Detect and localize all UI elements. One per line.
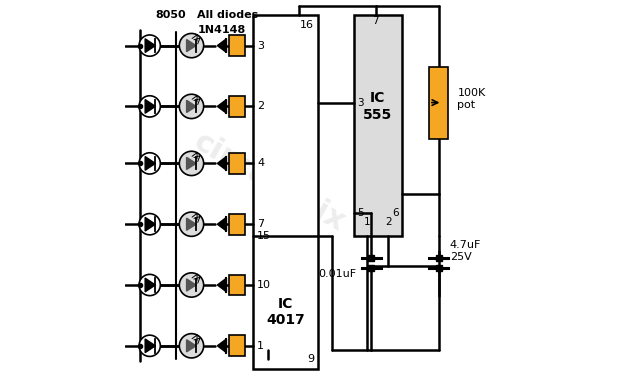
Text: 16: 16 [301, 20, 314, 30]
Polygon shape [186, 100, 196, 112]
Circle shape [180, 334, 203, 358]
Circle shape [139, 35, 161, 56]
Text: 9: 9 [307, 354, 314, 364]
Bar [354, 15, 402, 236]
Polygon shape [217, 339, 226, 353]
Bar [229, 153, 245, 174]
Bar [229, 96, 245, 117]
Text: 6: 6 [392, 208, 399, 218]
Polygon shape [145, 278, 156, 292]
Circle shape [139, 274, 161, 296]
Polygon shape [217, 217, 226, 231]
Polygon shape [217, 39, 226, 52]
Bar [229, 214, 245, 235]
Text: 4: 4 [257, 158, 265, 168]
Polygon shape [145, 100, 156, 113]
Text: IC
555: IC 555 [363, 91, 392, 122]
Text: 10: 10 [257, 280, 272, 290]
Text: 4.7uF
25V: 4.7uF 25V [450, 240, 481, 261]
Polygon shape [145, 217, 156, 231]
Text: 2: 2 [257, 101, 265, 111]
Polygon shape [145, 339, 156, 353]
Text: 1: 1 [364, 217, 370, 227]
Text: 7: 7 [372, 16, 379, 26]
Bar [229, 336, 245, 356]
Polygon shape [217, 100, 226, 113]
Text: 2: 2 [385, 217, 392, 227]
Polygon shape [145, 39, 156, 52]
Circle shape [139, 153, 161, 174]
Circle shape [139, 335, 161, 356]
Text: 1: 1 [257, 341, 264, 351]
Text: All diodes: All diodes [197, 10, 258, 19]
Polygon shape [186, 279, 196, 291]
Text: 1N4148: 1N4148 [197, 25, 246, 35]
Text: IC
4017: IC 4017 [266, 296, 305, 327]
Text: 7: 7 [257, 219, 265, 229]
Polygon shape [186, 157, 196, 169]
Circle shape [139, 96, 161, 117]
Bar [229, 35, 245, 56]
Text: 100K
pot: 100K pot [457, 88, 486, 109]
Circle shape [180, 94, 203, 119]
Polygon shape [186, 40, 196, 52]
Polygon shape [145, 157, 156, 170]
Polygon shape [217, 157, 226, 170]
Polygon shape [217, 278, 226, 292]
Text: 0.01uF: 0.01uF [318, 269, 356, 279]
Text: 5: 5 [357, 208, 364, 218]
Text: 15: 15 [256, 231, 270, 241]
Text: 3: 3 [257, 41, 264, 51]
Polygon shape [186, 340, 196, 352]
Text: 3: 3 [357, 98, 364, 108]
Circle shape [180, 273, 203, 297]
Circle shape [180, 151, 203, 176]
Bar [253, 15, 318, 369]
Polygon shape [186, 218, 196, 230]
Bar [229, 274, 245, 296]
Text: circuitmix: circuitmix [188, 127, 350, 238]
Bar [430, 66, 448, 139]
Circle shape [139, 214, 161, 235]
Circle shape [180, 33, 203, 58]
Text: 8050: 8050 [156, 10, 186, 19]
Circle shape [180, 212, 203, 236]
